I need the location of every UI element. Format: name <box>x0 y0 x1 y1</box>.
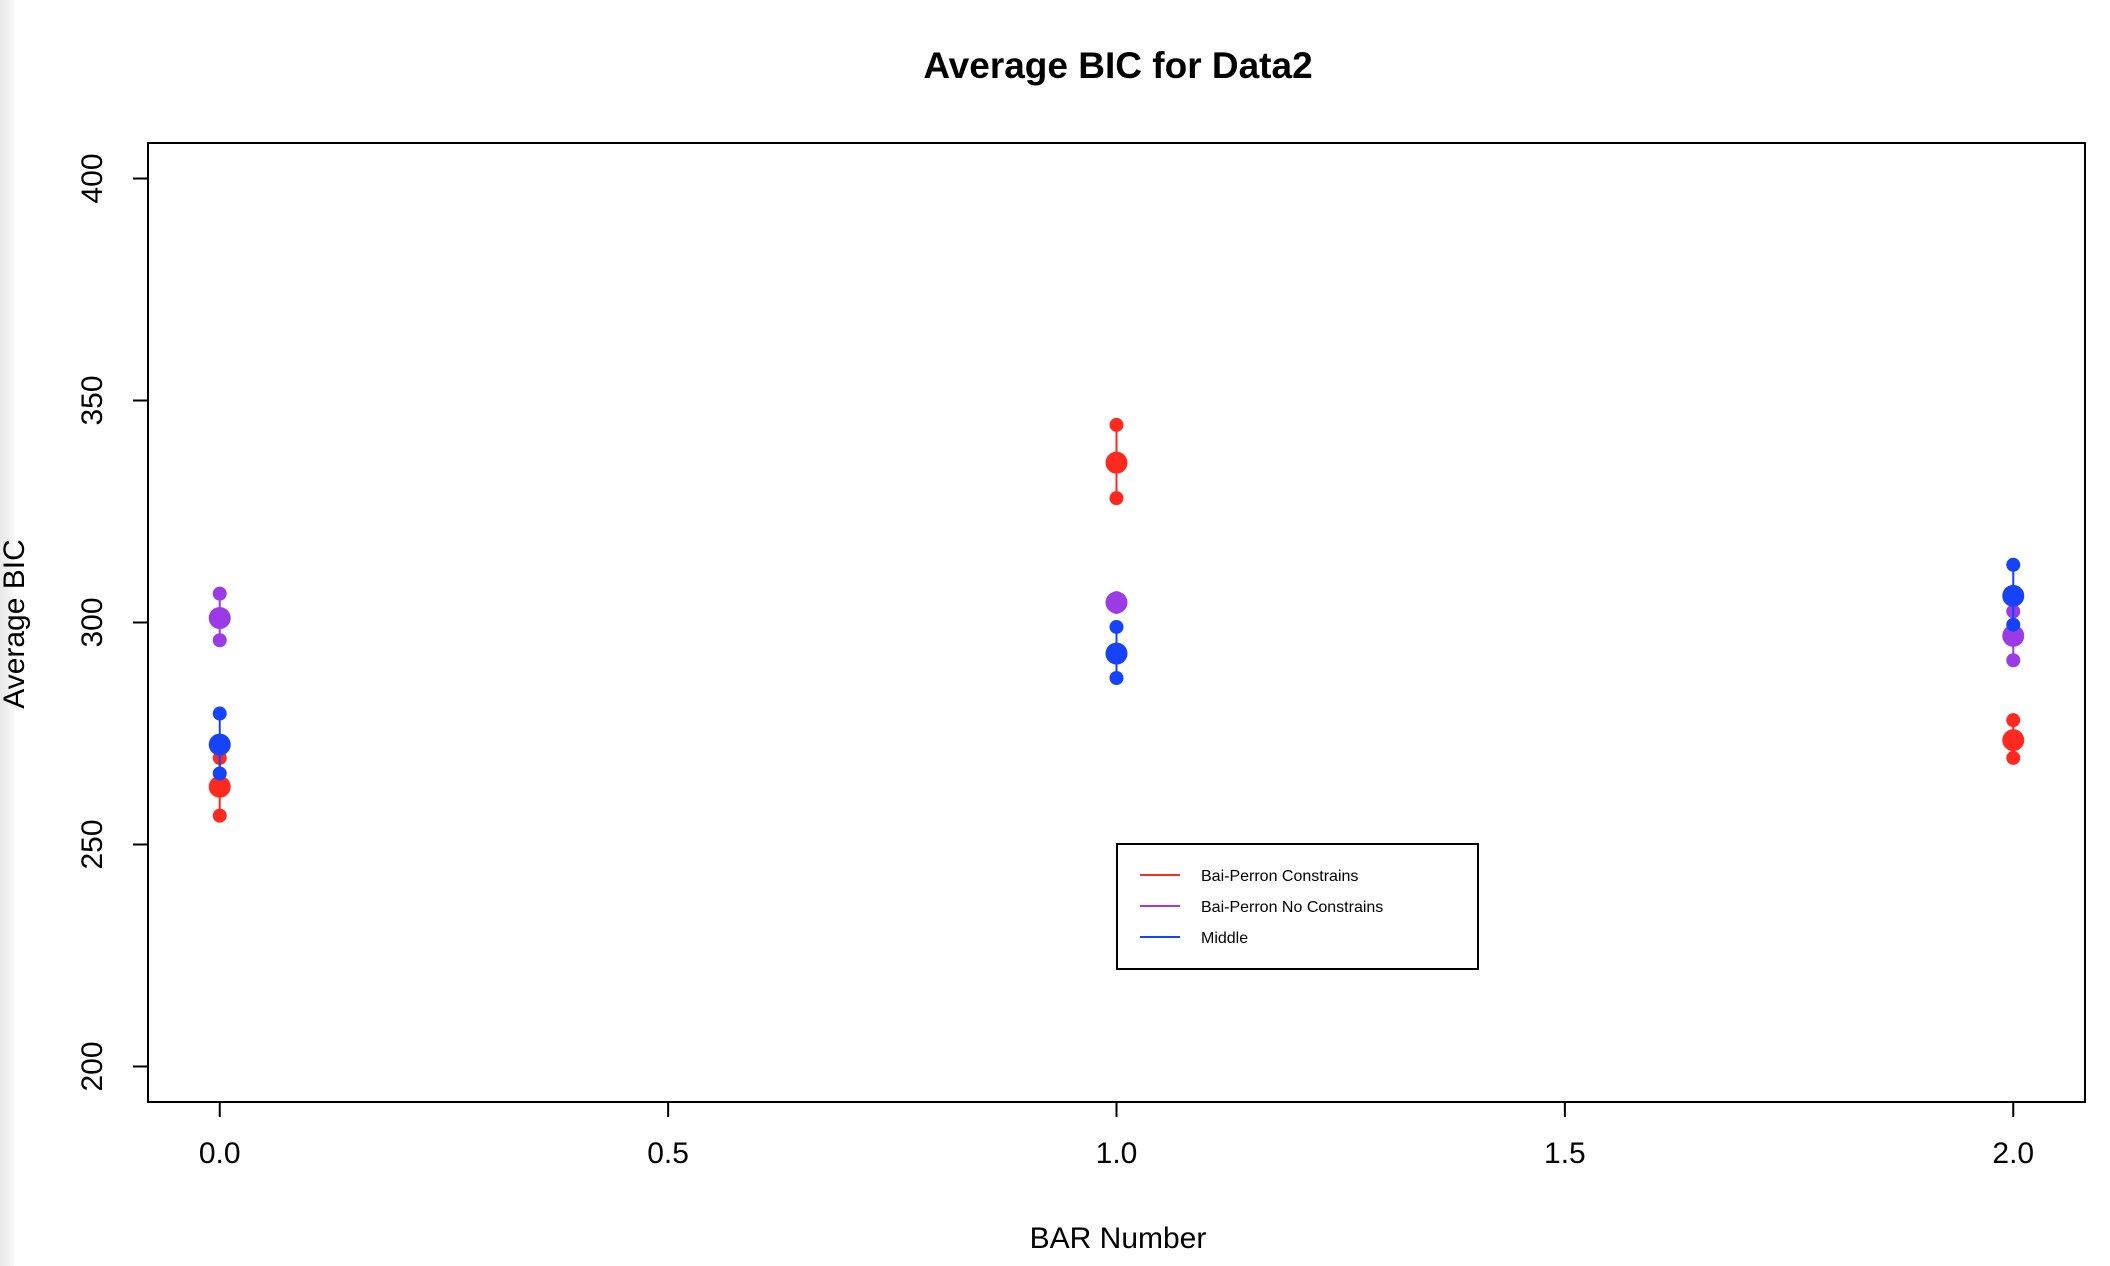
mean-point <box>2002 624 2025 647</box>
legend-label: Middle <box>1201 930 1248 947</box>
lower-bound-point <box>212 633 227 648</box>
mean-point <box>2002 584 2025 607</box>
mean-point <box>1105 591 1128 614</box>
legend-label: Bai-Perron No Constrains <box>1201 899 1383 916</box>
mean-point <box>208 607 231 630</box>
window-edge <box>0 0 14 1266</box>
upper-bound-point <box>2006 713 2021 728</box>
x-axis: 0.0 0.5 1.0 1.5 2.0 <box>199 1101 2034 1170</box>
y-tick-label: 350 <box>76 375 109 425</box>
data-points <box>208 417 2025 823</box>
chart-title: Average BIC for Data2 <box>923 45 1312 86</box>
lower-bound-point <box>1109 670 1124 685</box>
lower-bound-point <box>2006 750 2021 765</box>
x-axis-label: BAR Number <box>1030 1222 1207 1255</box>
lower-bound-point <box>212 766 227 781</box>
x-tick-label: 0.5 <box>647 1137 689 1170</box>
upper-bound-point <box>212 706 227 721</box>
legend-label: Bai-Perron Constrains <box>1201 868 1358 885</box>
x-tick-label: 1.5 <box>1544 1137 1586 1170</box>
x-tick-label: 2.0 <box>1992 1137 2034 1170</box>
x-tick-label: 1.0 <box>1096 1137 1138 1170</box>
y-axis: 200 250 300 350 400 <box>76 153 149 1092</box>
mean-point <box>208 775 231 798</box>
mean-point <box>1105 642 1128 665</box>
legend: Bai-Perron Constrains Bai-Perron No Const… <box>1116 843 1479 970</box>
y-tick-label: 400 <box>76 153 109 203</box>
y-tick-label: 250 <box>76 819 109 869</box>
upper-bound-point <box>1109 417 1124 432</box>
mean-point <box>208 733 231 756</box>
y-tick-label: 300 <box>76 597 109 647</box>
upper-bound-point <box>2006 557 2021 572</box>
upper-bound-point <box>212 586 227 601</box>
lower-bound-point <box>2006 617 2021 632</box>
lower-bound-point <box>2006 653 2021 668</box>
y-axis-label: Average BIC <box>0 539 31 709</box>
lower-bound-point <box>1109 491 1124 506</box>
upper-bound-point <box>1109 619 1124 634</box>
mean-point <box>1105 451 1128 474</box>
lower-bound-point <box>212 808 227 823</box>
y-tick-label: 200 <box>76 1041 109 1091</box>
mean-point <box>2002 729 2025 752</box>
x-tick-label: 0.0 <box>199 1137 241 1170</box>
